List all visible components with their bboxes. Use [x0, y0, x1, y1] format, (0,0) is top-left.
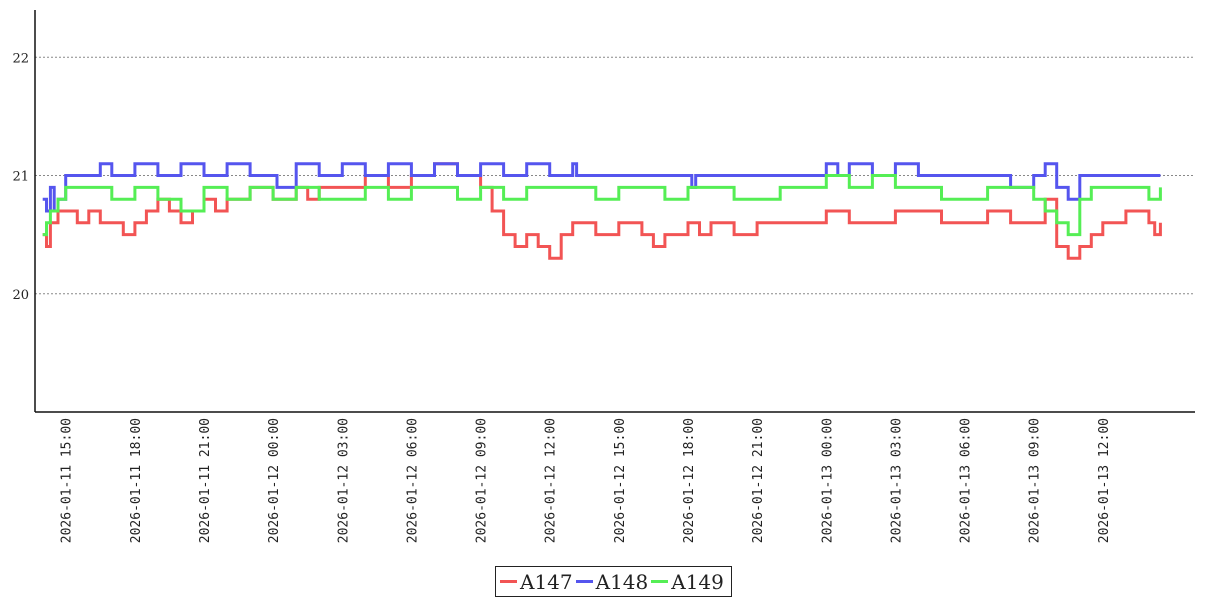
- x-tick-label-6: 2026-01-12 09:00: [475, 418, 490, 543]
- x-tick-label-13: 2026-01-13 06:00: [959, 418, 974, 543]
- x-tick-label-1: 2026-01-11 18:00: [129, 418, 144, 543]
- legend-item-a149[interactable]: A149: [651, 570, 724, 594]
- x-tick-label-7: 2026-01-12 12:00: [544, 418, 559, 543]
- legend-label-a148: A148: [595, 569, 649, 594]
- x-tick-label-11: 2026-01-13 00:00: [820, 418, 835, 543]
- x-tick-label-5: 2026-01-12 06:00: [405, 418, 420, 543]
- legend-label-a147: A147: [520, 569, 573, 594]
- x-tick-label-14: 2026-01-13 09:00: [1028, 418, 1043, 543]
- x-tick-label-4: 2026-01-12 03:00: [336, 418, 351, 543]
- legend-swatch-a148: [575, 580, 593, 583]
- y-tick-label-20: 20: [12, 288, 29, 303]
- x-tick-labels: 2026-01-11 15:00 2026-01-11 18:00 2026-01-…: [60, 418, 1112, 543]
- series-lines: [42, 162, 1162, 260]
- series-line-a149: [42, 174, 1162, 237]
- x-tick-label-9: 2026-01-12 18:00: [682, 418, 697, 543]
- x-tick-label-15: 2026-01-13 12:00: [1097, 418, 1112, 543]
- y-tick-labels: 20 21 22: [12, 51, 29, 302]
- x-tick-label-10: 2026-01-12 21:00: [751, 418, 766, 543]
- y-tick-label-21: 21: [12, 170, 29, 185]
- series-line-a148: [42, 162, 1161, 213]
- x-tick-label-2: 2026-01-11 21:00: [198, 418, 213, 543]
- legend-item-a147[interactable]: A147: [500, 570, 573, 594]
- x-tick-label-3: 2026-01-12 00:00: [267, 418, 282, 543]
- x-tick-label-8: 2026-01-12 15:00: [613, 418, 628, 543]
- series-line-a147: [42, 162, 1162, 260]
- legend-swatch-a147: [500, 580, 517, 583]
- legend-label-a149: A149: [671, 569, 724, 594]
- legend: A147 A148 A149: [495, 566, 732, 597]
- legend-swatch-a149: [651, 580, 669, 583]
- legend-item-a148[interactable]: A148: [575, 569, 649, 594]
- x-tick-label-12: 2026-01-13 03:00: [889, 418, 904, 543]
- x-tick-label-0: 2026-01-11 15:00: [60, 418, 75, 543]
- y-tick-label-22: 22: [12, 51, 29, 66]
